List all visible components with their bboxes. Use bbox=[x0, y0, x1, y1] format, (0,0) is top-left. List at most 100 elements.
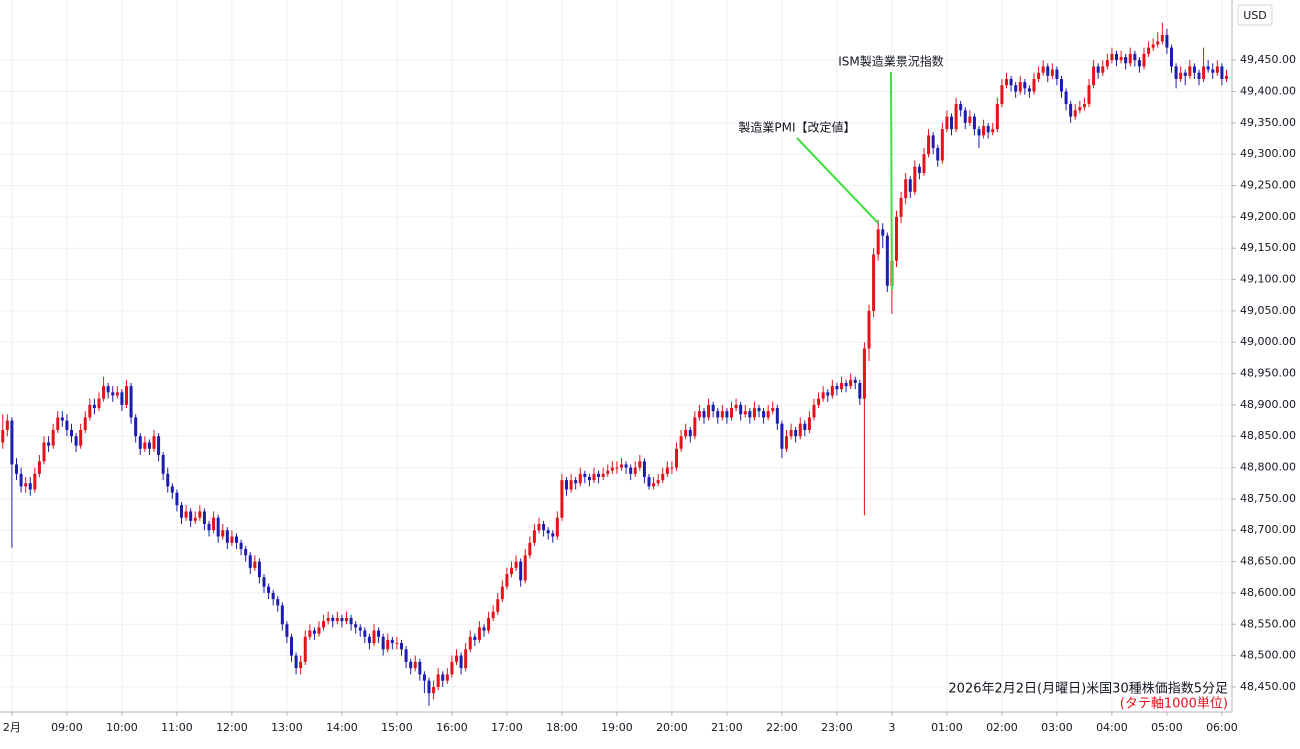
candle-body bbox=[1183, 72, 1187, 76]
candle-body bbox=[285, 624, 289, 637]
candle-body bbox=[312, 630, 316, 634]
candle-body bbox=[592, 473, 596, 481]
candle-body bbox=[697, 411, 701, 418]
candle-body bbox=[908, 179, 912, 192]
candle-body bbox=[395, 643, 399, 645]
candle-body bbox=[1082, 104, 1086, 108]
candle-body bbox=[1027, 88, 1031, 92]
candle-body bbox=[711, 404, 715, 412]
candle-body bbox=[931, 135, 935, 148]
candle-body bbox=[47, 442, 51, 446]
candle-body bbox=[1124, 57, 1128, 64]
candle-body bbox=[1225, 75, 1228, 79]
candle-body bbox=[652, 483, 656, 487]
candle-body bbox=[5, 420, 9, 430]
candle-body bbox=[514, 561, 518, 568]
candle-body bbox=[299, 661, 303, 669]
candle-body bbox=[542, 523, 546, 531]
candle-body bbox=[404, 649, 408, 662]
candle-body bbox=[1064, 91, 1068, 105]
candle-body bbox=[271, 592, 275, 600]
candle-body bbox=[812, 404, 816, 418]
candle-body bbox=[537, 523, 541, 531]
candle-body bbox=[413, 661, 417, 669]
candle-body bbox=[1009, 78, 1013, 86]
x-tick-label: 15:00 bbox=[381, 721, 413, 734]
y-tick-label: 49,350.00 bbox=[1240, 116, 1296, 129]
candle-body bbox=[528, 542, 532, 556]
candle-body bbox=[33, 473, 37, 490]
candle-body bbox=[551, 533, 555, 537]
candle-body bbox=[157, 436, 161, 456]
candle-body bbox=[730, 408, 733, 418]
candle-body bbox=[322, 621, 326, 628]
candle-body bbox=[189, 511, 193, 521]
x-tick-label: 3 bbox=[888, 721, 895, 734]
candle-body bbox=[354, 624, 358, 628]
candle-body bbox=[257, 561, 261, 578]
candle-body bbox=[610, 467, 614, 471]
candle-body bbox=[400, 643, 403, 650]
candle-body bbox=[587, 476, 591, 481]
candle-body bbox=[707, 404, 711, 418]
candle-body bbox=[1119, 57, 1123, 61]
candle-body bbox=[65, 420, 69, 430]
candle-body bbox=[1170, 47, 1173, 67]
candle-body bbox=[19, 473, 23, 487]
candle-body bbox=[904, 179, 908, 199]
candle-body bbox=[968, 116, 972, 123]
candle-body bbox=[97, 398, 101, 409]
candle-body bbox=[629, 467, 633, 474]
candle-body bbox=[775, 408, 779, 424]
candle-body bbox=[253, 561, 257, 568]
x-tick-label: 06:00 bbox=[1206, 721, 1238, 734]
candle-body bbox=[1069, 104, 1073, 117]
candle-body bbox=[115, 392, 119, 396]
candle-body bbox=[349, 617, 353, 625]
candle-body bbox=[1179, 72, 1183, 79]
candle-body bbox=[51, 429, 55, 446]
candle-body bbox=[1202, 66, 1206, 79]
candle-body bbox=[340, 617, 344, 622]
candle-body bbox=[1023, 82, 1027, 89]
x-tick-label: 04:00 bbox=[1096, 721, 1128, 734]
candle-body bbox=[661, 473, 665, 481]
candle-body bbox=[459, 655, 463, 669]
x-tick-label: 09:00 bbox=[51, 721, 83, 734]
candle-body bbox=[821, 392, 825, 399]
candle-body bbox=[390, 639, 394, 644]
candle-body bbox=[748, 411, 752, 418]
candle-body bbox=[445, 674, 449, 681]
candle-body bbox=[175, 492, 179, 506]
candle-body bbox=[835, 386, 839, 390]
candle-body bbox=[1014, 85, 1018, 92]
candle-body bbox=[166, 473, 170, 487]
candle-body bbox=[762, 411, 766, 418]
candle-body bbox=[1005, 78, 1008, 86]
candle-body bbox=[670, 467, 674, 469]
y-tick-label: 48,450.00 bbox=[1240, 680, 1296, 693]
y-tick-label: 49,050.00 bbox=[1240, 304, 1296, 317]
candle-body bbox=[986, 125, 990, 133]
candle-body bbox=[757, 408, 761, 412]
candle-body bbox=[862, 348, 866, 399]
candle-body bbox=[74, 436, 78, 446]
candle-body bbox=[578, 473, 582, 484]
candle-body bbox=[230, 536, 234, 543]
candle-body bbox=[193, 517, 197, 521]
candle-body bbox=[1041, 66, 1045, 73]
candle-body bbox=[239, 542, 243, 550]
candle-body bbox=[794, 429, 798, 437]
candle-body bbox=[1037, 72, 1041, 79]
candle-body bbox=[1000, 85, 1004, 105]
x-tick-label: 18:00 bbox=[546, 721, 578, 734]
candle-body bbox=[1165, 35, 1169, 48]
candle-body bbox=[803, 423, 807, 430]
candle-body bbox=[963, 110, 967, 123]
candle-body bbox=[290, 636, 293, 656]
candle-body bbox=[642, 461, 646, 477]
candle-body bbox=[1133, 53, 1137, 61]
candle-body bbox=[455, 655, 458, 662]
candle-body bbox=[1055, 69, 1059, 79]
candle-body bbox=[441, 674, 445, 681]
